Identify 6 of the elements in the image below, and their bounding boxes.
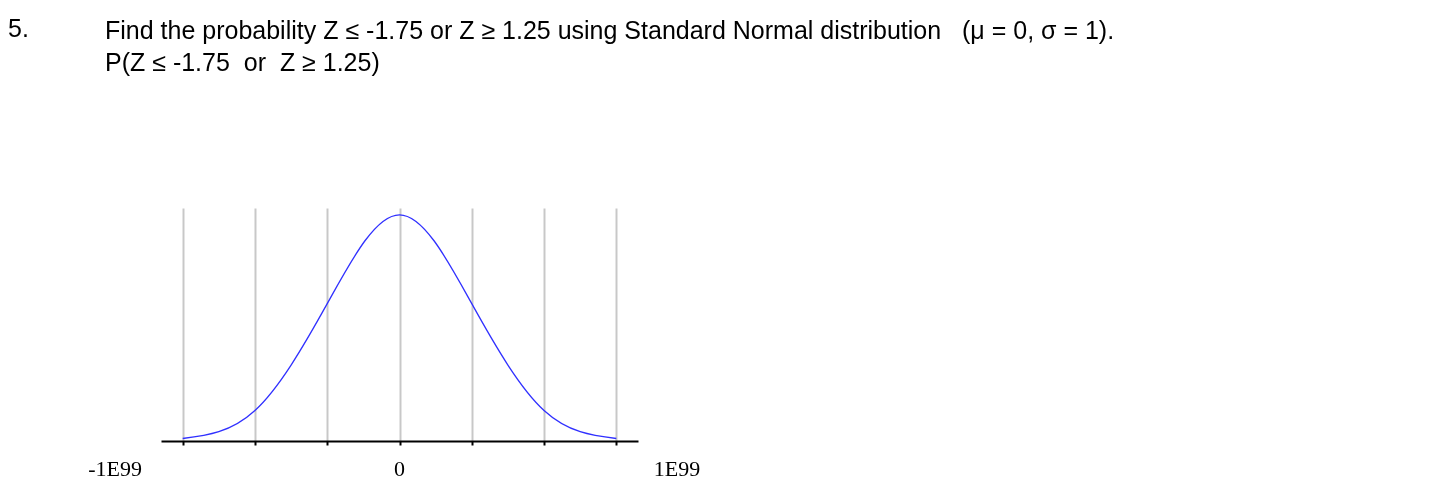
text: 1E99 (653, 456, 701, 481)
text: 0 (394, 456, 405, 481)
chart-subtitle: P(Z ≤ -1.75 or Z ≥ 1.25) (105, 47, 381, 78)
text: -1E99 (88, 456, 142, 481)
chart-title: Find the probability Z ≤ -1.75 or Z ≥ 1.25 using Standard Normal distribution (μ = 0, σ = 1). (105, 15, 1115, 46)
text: 5. (8, 14, 29, 43)
